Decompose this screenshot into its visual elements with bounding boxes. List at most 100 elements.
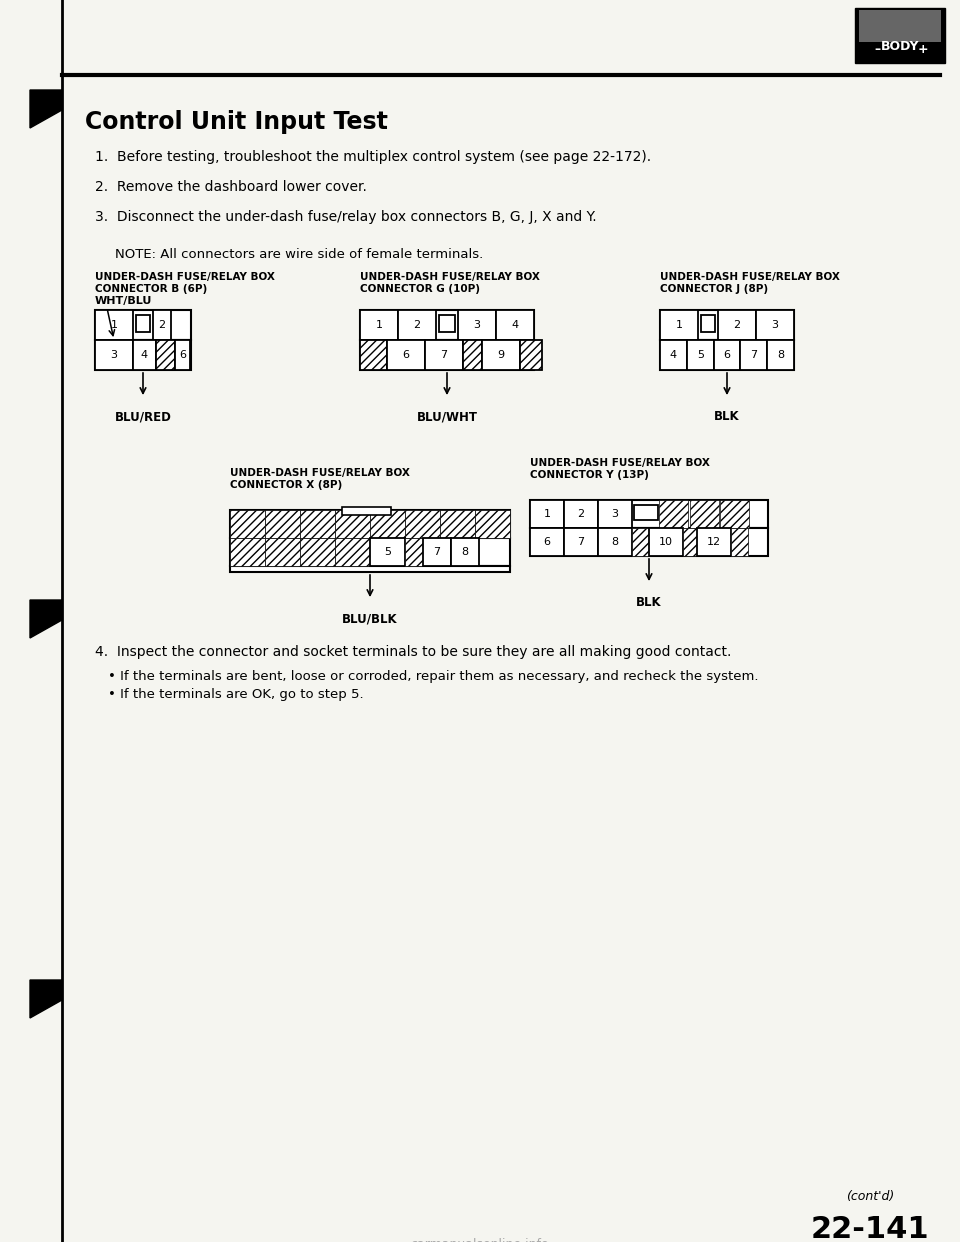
Bar [855,7,945,63]
Text: 3: 3 [473,320,481,330]
Bar [660,310,794,340]
Text: 6: 6 [543,537,550,546]
Text: 6: 6 [179,350,186,360]
Bar [230,510,510,538]
Bar [342,507,391,515]
Text: NOTE: All connectors are wire side of female terminals.: NOTE: All connectors are wire side of fe… [115,248,483,261]
Text: 7: 7 [440,350,447,360]
Bar [405,538,422,566]
Bar [230,538,510,566]
Bar [335,538,370,566]
Bar [530,528,768,556]
Text: 6: 6 [402,350,409,360]
Bar [564,528,598,556]
Bar [530,501,564,528]
Text: UNDER-DASH FUSE/RELAY BOX: UNDER-DASH FUSE/RELAY BOX [230,468,410,478]
Text: CONNECTOR Y (13P): CONNECTOR Y (13P) [530,469,649,479]
Bar [701,315,715,332]
Text: BLU/RED: BLU/RED [114,410,172,424]
Bar [95,340,191,370]
Text: CONNECTOR G (10P): CONNECTOR G (10P) [360,284,480,294]
Bar [632,528,649,556]
Bar [756,310,794,340]
Bar [660,340,794,370]
Text: (cont'd): (cont'd) [846,1190,894,1203]
Text: 3.  Disconnect the under-dash fuse/relay box connectors B, G, J, X and Y.: 3. Disconnect the under-dash fuse/relay … [95,210,596,224]
Text: • If the terminals are OK, go to step 5.: • If the terminals are OK, go to step 5. [108,688,364,700]
Bar [475,510,510,538]
Bar [387,340,424,370]
Bar [439,315,455,332]
Bar [496,310,534,340]
Text: 2: 2 [414,320,420,330]
Text: 3: 3 [110,350,117,360]
Bar [731,528,748,556]
Text: 2: 2 [577,509,585,519]
Bar [265,510,300,538]
Bar [136,315,150,332]
Text: 4: 4 [512,320,518,330]
Text: 8: 8 [461,546,468,556]
Bar [230,510,265,538]
Text: 1.  Before testing, troubleshoot the multiplex control system (see page 22-172).: 1. Before testing, troubleshoot the mult… [95,150,651,164]
Bar [265,538,300,566]
Bar [360,310,398,340]
Bar [458,310,496,340]
Bar [388,510,419,520]
Bar [598,501,632,528]
Text: BLU/BLK: BLU/BLK [342,612,397,625]
Bar [634,505,658,520]
Text: 1: 1 [543,509,550,519]
Text: 1: 1 [676,320,683,330]
Bar [95,310,191,340]
Bar [360,340,387,370]
Bar [370,538,405,566]
Text: 1: 1 [110,320,117,330]
Text: 22-141: 22-141 [810,1215,929,1242]
Bar [718,310,756,340]
Text: 1: 1 [375,320,382,330]
Polygon shape [30,600,62,638]
Bar [519,340,542,370]
Bar [720,501,750,528]
Text: 10: 10 [659,537,673,546]
Bar [175,340,190,370]
Text: 7: 7 [750,350,757,360]
Bar [300,510,335,538]
Bar [463,340,482,370]
Text: UNDER-DASH FUSE/RELAY BOX: UNDER-DASH FUSE/RELAY BOX [360,272,540,282]
Text: 8: 8 [612,537,618,546]
Text: • If the terminals are bent, loose or corroded, repair them as necessary, and re: • If the terminals are bent, loose or co… [108,669,758,683]
Text: CONNECTOR J (8P): CONNECTOR J (8P) [660,284,768,294]
Bar [360,340,534,370]
Bar [530,528,564,556]
Bar [649,528,683,556]
Bar [405,510,440,538]
Text: 4.  Inspect the connector and socket terminals to be sure they are all making go: 4. Inspect the connector and socket term… [95,645,732,660]
Bar [683,528,697,556]
Bar [424,340,463,370]
Bar [450,538,478,566]
Bar [95,310,133,340]
Bar [690,501,719,528]
Bar [230,566,510,573]
Text: 6: 6 [724,350,731,360]
Polygon shape [30,89,62,128]
Bar [660,340,686,370]
Text: BODY: BODY [880,40,920,53]
Text: 2: 2 [158,320,165,330]
Text: 4: 4 [141,350,148,360]
Bar [660,310,698,340]
Bar [133,340,156,370]
Text: WHT/BLU: WHT/BLU [95,296,153,306]
Bar [230,538,265,566]
Text: 7: 7 [433,546,440,556]
Text: CONNECTOR B (6P): CONNECTOR B (6P) [95,284,207,294]
Bar [318,510,349,520]
Text: 2: 2 [733,320,740,330]
Bar [335,510,370,538]
Bar [95,340,133,370]
Bar [660,501,688,528]
Bar [767,340,794,370]
Bar [458,510,489,520]
